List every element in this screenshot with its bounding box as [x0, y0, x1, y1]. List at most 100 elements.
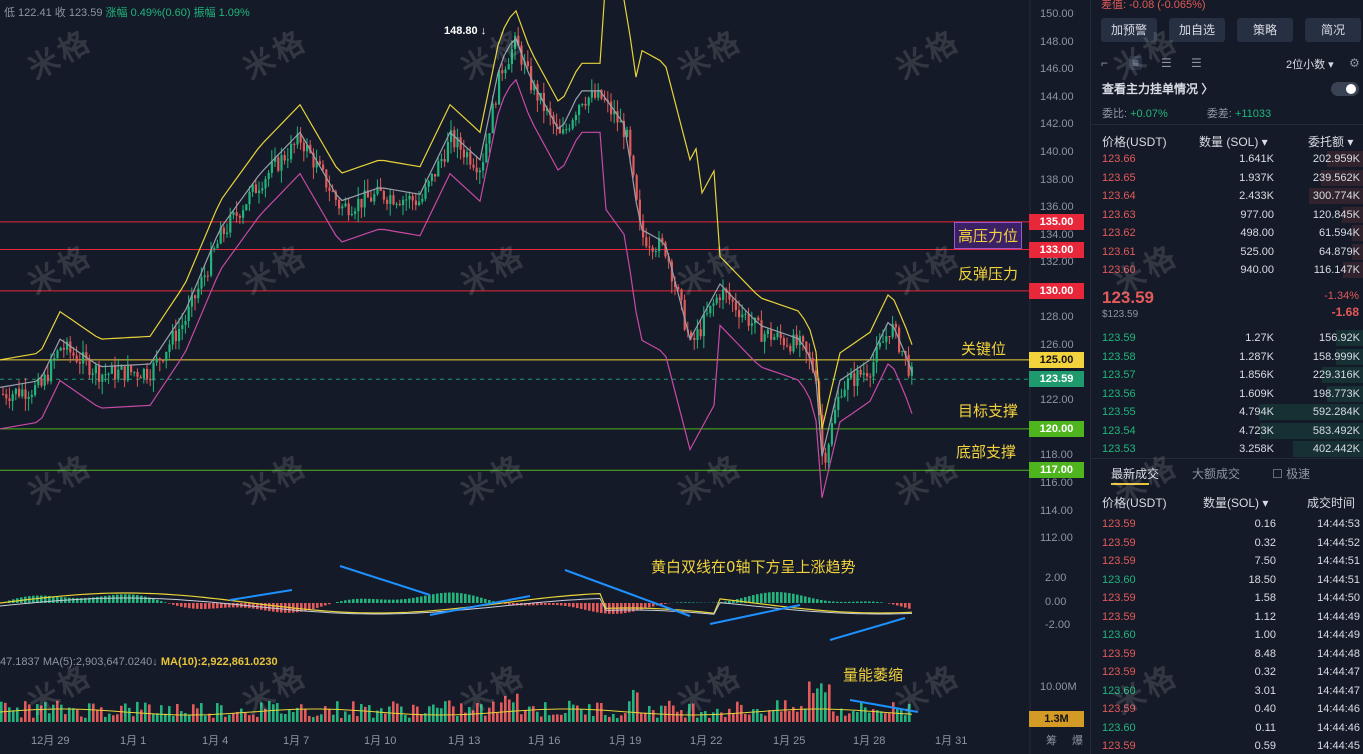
ask-price: 123.63: [1102, 208, 1136, 221]
tab-large-trades[interactable]: 大额成交: [1192, 467, 1241, 481]
volume-bar: [752, 709, 755, 722]
ask-row[interactable]: 123.64 2.433K 300.774K: [1091, 187, 1363, 205]
bid-row[interactable]: 123.55 4.794K 592.284K: [1091, 403, 1363, 421]
trend-arrow-4: [709, 604, 801, 625]
candle-body: [85, 352, 88, 359]
tab-latest-trades[interactable]: 最新成交: [1111, 467, 1160, 481]
candle-body: [123, 366, 126, 381]
macd-bar: [72, 597, 75, 603]
macd-bar: [364, 598, 367, 603]
volume-bar: [368, 705, 371, 722]
fast-mode-checkbox[interactable]: ☐ 极速: [1272, 467, 1311, 481]
price-chart[interactable]: 低 122.41 收 123.59 涨幅 0.49%(0.60) 振幅 1.09…: [0, 0, 1090, 754]
view-both-icon[interactable]: ⌐: [1101, 56, 1109, 70]
candle-body: [808, 352, 811, 359]
price-axis-label: 126.00: [1040, 339, 1074, 352]
decimals-select[interactable]: 2位小数 ▾: [1286, 59, 1334, 71]
ask-qty: 940.00: [1240, 264, 1274, 276]
candle-body: [734, 301, 737, 311]
candle-body: [402, 199, 405, 206]
trade-price: 123.59: [1102, 592, 1136, 604]
view-split-icon[interactable]: ≡: [1129, 56, 1143, 70]
trade-row: 123.59 0.40 14:44:46: [1091, 700, 1363, 718]
macd-bar: [308, 603, 311, 611]
trade-qty-header[interactable]: 数量(SOL) ▾: [1203, 496, 1269, 510]
volume-bar: [352, 701, 355, 722]
ask-row[interactable]: 123.61 525.00 64.879K: [1091, 243, 1363, 261]
trade-time: 14:44:51: [1317, 573, 1360, 586]
price-tag: 125.00: [1029, 351, 1084, 368]
col-amount-header[interactable]: 委托额 ▾: [1308, 135, 1354, 149]
volume-bar: [400, 706, 403, 722]
alert-button[interactable]: 加预警: [1101, 18, 1157, 42]
time-axis-label: 1月 31: [935, 735, 968, 747]
ask-row[interactable]: 123.60 940.00 116.147K: [1091, 261, 1363, 279]
col-qty-header[interactable]: 数量 (SOL) ▾: [1199, 135, 1268, 149]
volume-tag: 1.3M: [1029, 711, 1084, 727]
price-tag: 130.00: [1029, 282, 1084, 299]
volume-bar: [888, 712, 891, 722]
macd-bar: [124, 594, 127, 603]
ask-qty: 498.00: [1240, 227, 1274, 239]
bid-price: 123.58: [1102, 350, 1136, 363]
volume-bar: [120, 705, 123, 722]
bid-row[interactable]: 123.56 1.609K 198.773K: [1091, 385, 1363, 403]
ask-price: 123.65: [1102, 171, 1136, 184]
ask-row[interactable]: 123.62 498.00 61.594K: [1091, 224, 1363, 242]
view-bids-icon[interactable]: ☰: [1161, 56, 1172, 70]
candle-body: [149, 378, 152, 381]
footer-icons[interactable]: 筹 爆: [1046, 735, 1090, 747]
candle-body: [619, 120, 622, 123]
volume-bar: [212, 717, 215, 722]
macd-bar: [544, 603, 547, 605]
volume-bar: [524, 710, 527, 722]
candle-body: [62, 347, 65, 350]
volume-bar: [320, 714, 323, 722]
volume-bar: [300, 704, 303, 722]
volume-bar: [448, 700, 451, 722]
macd-bar: [484, 598, 487, 603]
candle-body: [213, 248, 216, 250]
volume-bar: [596, 702, 599, 722]
bid-row[interactable]: 123.58 1.287K 158.999K: [1091, 348, 1363, 366]
view-asks-icon[interactable]: ☰: [1191, 56, 1202, 70]
candle-body: [488, 133, 491, 144]
candle-body: [11, 394, 14, 402]
candle-body: [171, 330, 174, 345]
candle-body: [706, 313, 709, 315]
ask-amount: 61.594K: [1319, 227, 1360, 239]
chart-canvas[interactable]: [0, 0, 1090, 754]
macd-bar: [848, 601, 851, 603]
macd-bar: [36, 595, 39, 603]
candle-body: [203, 275, 206, 278]
bid-row[interactable]: 123.59 1.27K 156.92K: [1091, 329, 1363, 347]
ask-row[interactable]: 123.63 977.00 120.845K: [1091, 206, 1363, 224]
orderbook-title[interactable]: 查看主力挂单情况 〉: [1102, 82, 1214, 96]
price-axis-label: 136.00: [1040, 201, 1074, 214]
strategy-button[interactable]: 策略: [1237, 18, 1293, 42]
candle-body: [405, 199, 408, 201]
volume-bar: [724, 716, 727, 722]
bid-amount: 156.92K: [1319, 332, 1360, 344]
price-tag: 120.00: [1029, 420, 1084, 437]
trade-time: 14:44:49: [1317, 610, 1360, 623]
volume-bar: [456, 716, 459, 722]
watchlist-button[interactable]: 加自选: [1169, 18, 1225, 42]
bid-row[interactable]: 123.53 3.258K 402.442K: [1091, 440, 1363, 458]
volume-bar: [364, 706, 367, 722]
candle-body: [181, 324, 184, 329]
bid-row[interactable]: 123.54 4.723K 583.492K: [1091, 422, 1363, 440]
volume-bar: [160, 705, 163, 722]
volume-bar: [884, 713, 887, 722]
candle-body: [347, 203, 350, 216]
ask-row[interactable]: 123.65 1.937K 239.562K: [1091, 169, 1363, 187]
volume-bar: [316, 715, 319, 722]
bid-row[interactable]: 123.57 1.856K 229.316K: [1091, 366, 1363, 384]
volume-bar: [64, 714, 67, 722]
candle-body: [584, 104, 587, 106]
volume-bar: [200, 703, 203, 722]
orderbook-toggle[interactable]: [1331, 82, 1359, 96]
settings-icon[interactable]: ⚙: [1349, 56, 1360, 70]
ask-row[interactable]: 123.66 1.641K 202.959K: [1091, 150, 1363, 168]
overview-button[interactable]: 简况: [1305, 18, 1361, 42]
